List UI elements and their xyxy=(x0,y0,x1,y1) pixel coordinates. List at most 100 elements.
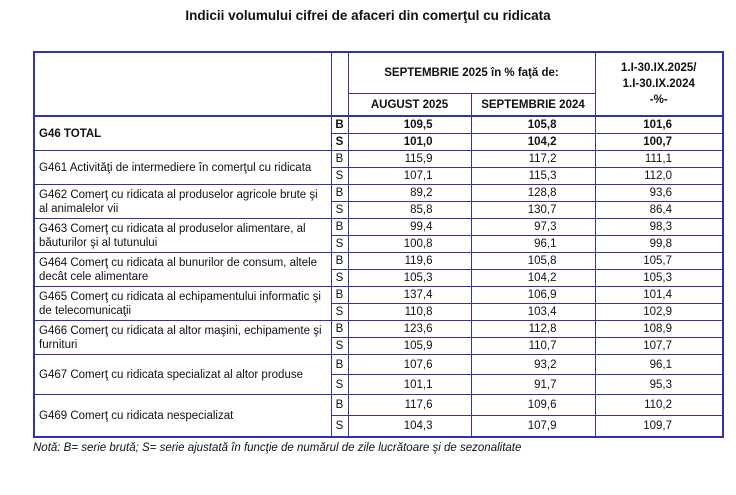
table-row: S 110,8 103,4 102,9 xyxy=(34,303,724,321)
series-type: B xyxy=(330,184,349,202)
row-label: G465 Comerţ cu ridicata al echipamentulu… xyxy=(33,286,332,321)
table-row: G461 Activităţi de intermediere în comer… xyxy=(33,150,724,185)
value-ytd: 107,7 xyxy=(594,337,724,355)
value-august-2025: 99,4 xyxy=(347,218,472,236)
footnote: Notă: B= serie brută; S= serie ajustată … xyxy=(33,442,522,454)
row-label: G46 TOTAL xyxy=(33,115,332,151)
value-august-2025: 104,3 xyxy=(347,415,472,438)
value-septembrie-2024: 130,7 xyxy=(470,201,596,219)
value-august-2025: 100,8 xyxy=(347,235,472,253)
header-ytd-line2: 1.I-30.IX.2024 xyxy=(622,78,695,90)
value-septembrie-2024: 117,2 xyxy=(470,150,596,168)
value-august-2025: 85,8 xyxy=(347,201,472,219)
value-august-2025: 89,2 xyxy=(347,184,472,202)
value-august-2025: 105,3 xyxy=(347,269,472,287)
table-container: SEPTEMBRIE 2025 în % faţă de: 1.I-30.IX.… xyxy=(33,51,733,455)
row-label: G466 Comerţ cu ridicata al altor maşini,… xyxy=(33,320,332,355)
value-septembrie-2024: 106,9 xyxy=(470,286,596,304)
table-row: G464 Comerţ cu ridicata al bunurilor de … xyxy=(33,252,724,287)
value-septembrie-2024: 91,7 xyxy=(470,374,596,395)
table-row: G463 Comerţ cu ridicata al produselor al… xyxy=(33,218,724,253)
series-type: S xyxy=(330,201,349,219)
value-ytd: 96,1 xyxy=(594,354,724,375)
value-august-2025: 101,0 xyxy=(347,133,472,151)
header-ytd-line3: -%- xyxy=(649,94,668,106)
row-label: G461 Activităţi de intermediere în comer… xyxy=(33,150,332,185)
value-ytd: 108,9 xyxy=(594,320,724,338)
value-septembrie-2024: 112,8 xyxy=(470,320,596,338)
value-ytd: 100,7 xyxy=(594,133,724,151)
value-septembrie-2024: 103,4 xyxy=(470,303,596,321)
header-series-empty xyxy=(330,51,349,117)
value-ytd: 101,4 xyxy=(594,286,724,304)
value-septembrie-2024: 93,2 xyxy=(470,354,596,375)
series-type: S xyxy=(330,167,349,185)
value-ytd: 99,8 xyxy=(594,235,724,253)
value-ytd: 101,6 xyxy=(594,115,724,134)
value-august-2025: 137,4 xyxy=(347,286,472,304)
series-type: S xyxy=(330,269,349,287)
table-row: G462 Comerţ cu ridicata al produselor ag… xyxy=(33,184,724,219)
value-ytd: 95,3 xyxy=(594,374,724,395)
value-ytd: 102,9 xyxy=(594,303,724,321)
table-row: G469 Comerţ cu ridicata nespecializat B 11… xyxy=(33,394,724,438)
header-empty xyxy=(33,51,332,117)
value-august-2025: 107,1 xyxy=(347,167,472,185)
series-type: S xyxy=(330,235,349,253)
header-ytd: 1.I-30.IX.2025/ 1.I-30.IX.2024 -%- xyxy=(594,51,724,117)
row-label: G467 Comerţ cu ridicata specializat al a… xyxy=(33,354,332,395)
value-august-2025: 123,6 xyxy=(347,320,472,338)
table-row: G465 Comerţ cu ridicata al echipamentulu… xyxy=(33,286,724,321)
value-ytd: 86,4 xyxy=(594,201,724,219)
series-type: B xyxy=(330,115,349,134)
series-type: S xyxy=(330,337,349,355)
value-august-2025: 107,6 xyxy=(347,354,472,375)
table-row: G466 Comerţ cu ridicata al altor maşini,… xyxy=(33,320,724,355)
value-ytd: 105,3 xyxy=(594,269,724,287)
series-type: B xyxy=(330,286,349,304)
header-septembrie-2024: SEPTEMBRIE 2024 xyxy=(470,93,596,117)
value-septembrie-2024: 105,8 xyxy=(470,115,596,134)
row-label: G464 Comerţ cu ridicata al bunurilor de … xyxy=(33,252,332,287)
value-august-2025: 110,8 xyxy=(347,303,472,321)
header-ytd-line1: 1.I-30.IX.2025/ xyxy=(621,62,697,74)
header-august-2025: AUGUST 2025 xyxy=(347,93,472,117)
table-title: Indicii volumului cifrei de afaceri din … xyxy=(185,8,551,23)
table-row: S 105,3 104,2 105,3 xyxy=(34,269,724,287)
value-septembrie-2024: 97,3 xyxy=(470,218,596,236)
table-row: G46 TOTAL B 109,5 105,8 101,6 xyxy=(33,115,724,151)
series-type: B xyxy=(330,394,349,416)
series-type: S xyxy=(330,374,349,395)
value-septembrie-2024: 104,2 xyxy=(470,133,596,151)
value-septembrie-2024: 128,8 xyxy=(470,184,596,202)
row-label: G469 Comerţ cu ridicata nespecializat xyxy=(33,394,332,438)
value-septembrie-2024: 110,7 xyxy=(470,337,596,355)
series-type: B xyxy=(330,218,349,236)
value-septembrie-2024: 107,9 xyxy=(470,415,596,438)
turnover-index-table: SEPTEMBRIE 2025 în % faţă de: 1.I-30.IX.… xyxy=(33,51,724,438)
value-septembrie-2024: 105,8 xyxy=(470,252,596,270)
series-type: B xyxy=(330,252,349,270)
value-august-2025: 119,6 xyxy=(347,252,472,270)
series-type: B xyxy=(330,150,349,168)
value-ytd: 112,0 xyxy=(594,167,724,185)
table-row: G467 Comerţ cu ridicata specializat al a… xyxy=(33,354,724,395)
value-august-2025: 109,5 xyxy=(347,115,472,134)
value-ytd: 98,3 xyxy=(594,218,724,236)
value-septembrie-2024: 96,1 xyxy=(470,235,596,253)
value-august-2025: 105,9 xyxy=(347,337,472,355)
value-august-2025: 101,1 xyxy=(347,374,472,395)
series-type: B xyxy=(330,320,349,338)
value-ytd: 93,6 xyxy=(594,184,724,202)
value-ytd: 109,7 xyxy=(594,415,724,438)
value-august-2025: 117,6 xyxy=(347,394,472,416)
value-septembrie-2024: 115,3 xyxy=(470,167,596,185)
series-type: S xyxy=(330,415,349,438)
table-row: S 101,1 91,7 95,3 xyxy=(34,374,724,395)
value-septembrie-2024: 104,2 xyxy=(470,269,596,287)
value-septembrie-2024: 109,6 xyxy=(470,394,596,416)
table-row: S 104,3 107,9 109,7 xyxy=(34,415,724,438)
value-august-2025: 115,9 xyxy=(347,150,472,168)
value-ytd: 110,2 xyxy=(594,394,724,416)
header-group-label: SEPTEMBRIE 2025 în % faţă de: xyxy=(347,51,596,94)
